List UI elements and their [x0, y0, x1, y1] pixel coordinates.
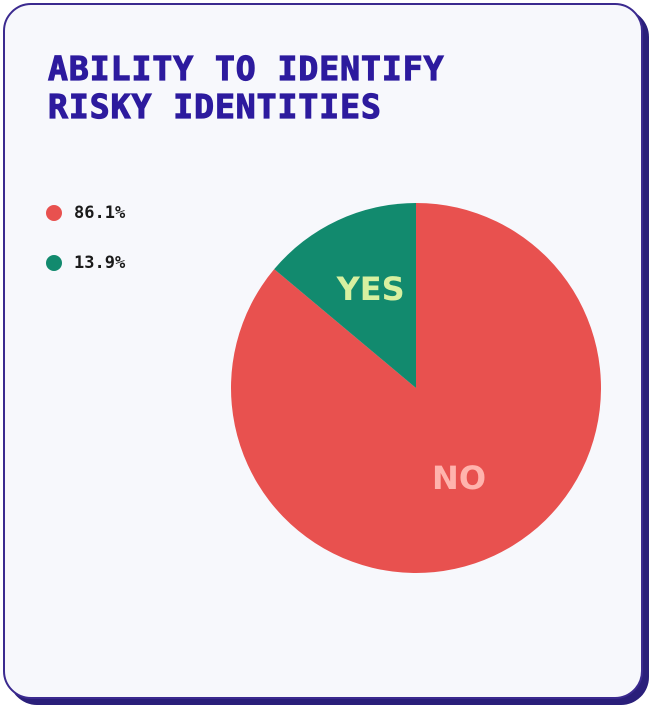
chart-legend: 86.1% 13.9%	[46, 200, 125, 300]
pie-slice-yes	[274, 203, 416, 388]
pie-slice-labels: NO YES	[336, 270, 486, 497]
legend-label-yes: 13.9%	[74, 253, 126, 273]
pie-label-yes: YES	[336, 270, 405, 308]
legend-swatch-no	[46, 205, 62, 221]
chart-title: ABILITY TO IDENTIFY RISKY IDENTITIES	[47, 49, 445, 126]
legend-item-yes: 13.9%	[46, 250, 125, 276]
legend-item-no: 86.1%	[46, 200, 125, 226]
pie-slices	[230, 203, 601, 573]
legend-swatch-yes	[46, 255, 62, 271]
pie-label-no: NO	[432, 459, 486, 497]
legend-label-no: 86.1%	[74, 203, 126, 223]
